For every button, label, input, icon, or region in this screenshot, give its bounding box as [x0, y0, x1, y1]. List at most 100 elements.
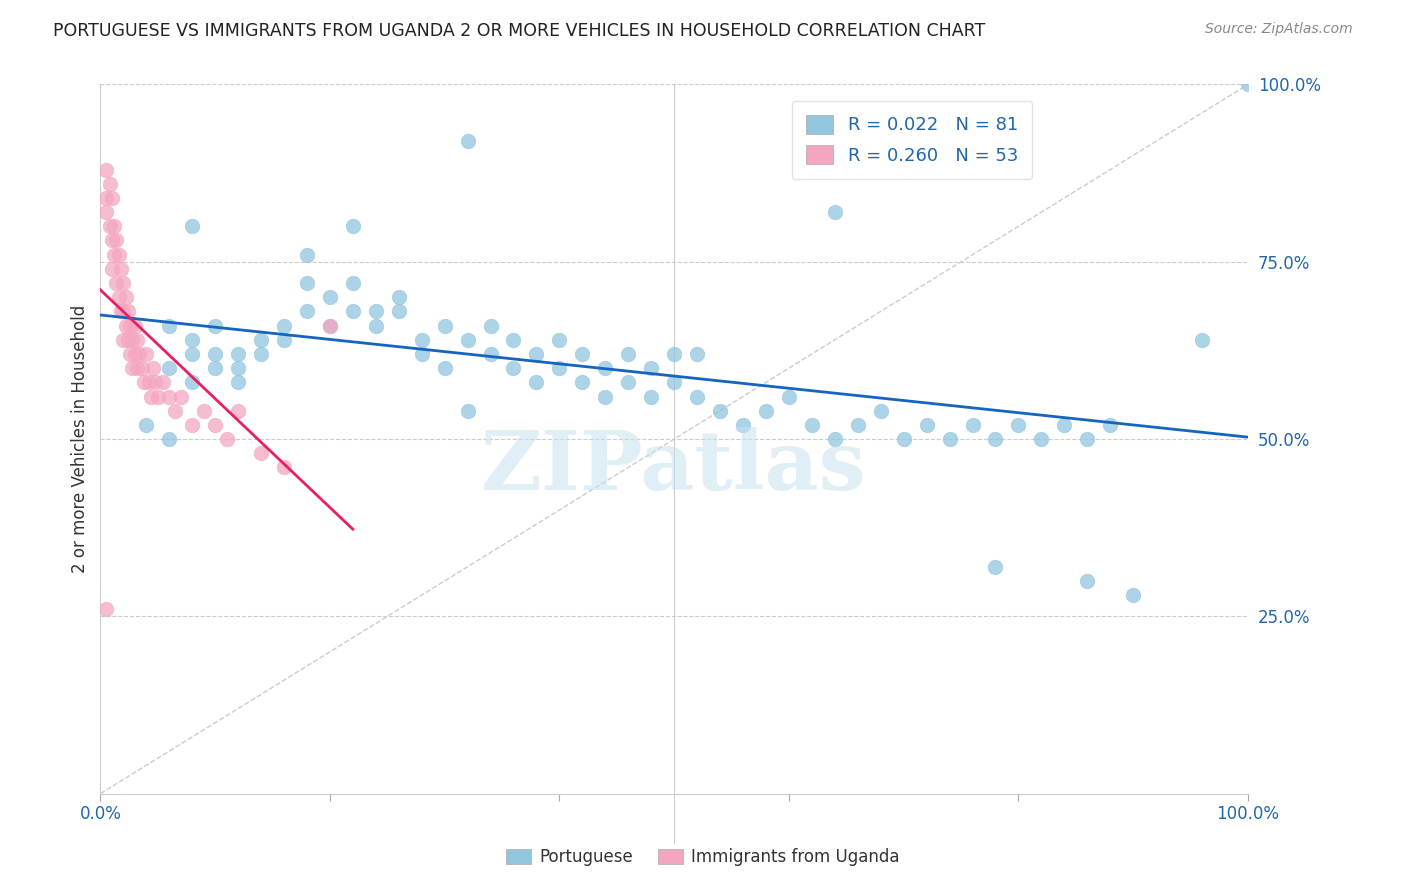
- Point: [1099, 417, 1122, 432]
- Point: [364, 318, 387, 333]
- Point: [124, 347, 146, 361]
- Point: [526, 376, 548, 390]
- Point: [388, 290, 411, 304]
- Point: [125, 361, 148, 376]
- Point: [138, 376, 160, 390]
- Point: [709, 403, 731, 417]
- Point: [101, 191, 124, 205]
- Point: [105, 276, 128, 290]
- Point: [411, 333, 433, 347]
- Point: [364, 304, 387, 318]
- Point: [215, 432, 238, 446]
- Point: [146, 390, 169, 404]
- Legend: R = 0.022   N = 81, R = 0.260   N = 53: R = 0.022 N = 81, R = 0.260 N = 53: [792, 101, 1032, 179]
- Point: [571, 376, 593, 390]
- Point: [1076, 432, 1098, 446]
- Point: [433, 318, 456, 333]
- Point: [295, 247, 318, 261]
- Point: [226, 361, 249, 376]
- Point: [457, 403, 479, 417]
- Point: [110, 261, 132, 276]
- Point: [181, 333, 204, 347]
- Point: [204, 361, 226, 376]
- Point: [319, 318, 342, 333]
- Point: [117, 304, 139, 318]
- Point: [250, 347, 273, 361]
- Point: [1076, 574, 1098, 588]
- Point: [342, 304, 364, 318]
- Point: [204, 347, 226, 361]
- Point: [984, 559, 1007, 574]
- Text: PORTUGUESE VS IMMIGRANTS FROM UGANDA 2 OR MORE VEHICLES IN HOUSEHOLD CORRELATION: PORTUGUESE VS IMMIGRANTS FROM UGANDA 2 O…: [53, 22, 986, 40]
- Point: [170, 390, 193, 404]
- Point: [962, 417, 984, 432]
- Point: [411, 347, 433, 361]
- Point: [226, 347, 249, 361]
- Point: [1007, 417, 1029, 432]
- Point: [181, 417, 204, 432]
- Point: [94, 205, 117, 219]
- Point: [101, 261, 124, 276]
- Point: [142, 361, 165, 376]
- Point: [121, 333, 143, 347]
- Point: [204, 417, 226, 432]
- Point: [181, 376, 204, 390]
- Point: [1031, 432, 1053, 446]
- Point: [1191, 333, 1213, 347]
- Point: [295, 304, 318, 318]
- Point: [114, 290, 136, 304]
- Legend: Portuguese, Immigrants from Uganda: Portuguese, Immigrants from Uganda: [498, 840, 908, 875]
- Point: [226, 403, 249, 417]
- Point: [640, 361, 662, 376]
- Point: [617, 376, 640, 390]
- Point: [101, 234, 124, 248]
- Point: [250, 446, 273, 460]
- Point: [128, 347, 150, 361]
- Point: [124, 318, 146, 333]
- Point: [319, 318, 342, 333]
- Point: [479, 347, 502, 361]
- Point: [94, 191, 117, 205]
- Point: [824, 205, 846, 219]
- Point: [1053, 417, 1076, 432]
- Point: [617, 347, 640, 361]
- Point: [193, 403, 215, 417]
- Point: [117, 333, 139, 347]
- Point: [157, 432, 180, 446]
- Point: [846, 417, 869, 432]
- Point: [112, 333, 135, 347]
- Point: [94, 162, 117, 177]
- Point: [107, 290, 129, 304]
- Point: [1237, 78, 1260, 92]
- Point: [112, 304, 135, 318]
- Point: [120, 347, 142, 361]
- Point: [548, 333, 571, 347]
- Point: [98, 219, 121, 234]
- Point: [273, 460, 295, 475]
- Point: [686, 347, 709, 361]
- Point: [595, 361, 617, 376]
- Point: [893, 432, 915, 446]
- Point: [135, 347, 157, 361]
- Point: [640, 390, 662, 404]
- Point: [755, 403, 778, 417]
- Point: [226, 376, 249, 390]
- Point: [98, 177, 121, 191]
- Point: [105, 234, 128, 248]
- Point: [181, 347, 204, 361]
- Point: [800, 417, 823, 432]
- Y-axis label: 2 or more Vehicles in Household: 2 or more Vehicles in Household: [72, 305, 89, 574]
- Point: [869, 403, 891, 417]
- Point: [319, 290, 342, 304]
- Point: [342, 276, 364, 290]
- Point: [686, 390, 709, 404]
- Point: [502, 361, 524, 376]
- Point: [457, 333, 479, 347]
- Text: Source: ZipAtlas.com: Source: ZipAtlas.com: [1205, 22, 1353, 37]
- Point: [250, 333, 273, 347]
- Point: [103, 219, 125, 234]
- Point: [163, 403, 186, 417]
- Point: [915, 417, 938, 432]
- Point: [938, 432, 960, 446]
- Point: [114, 318, 136, 333]
